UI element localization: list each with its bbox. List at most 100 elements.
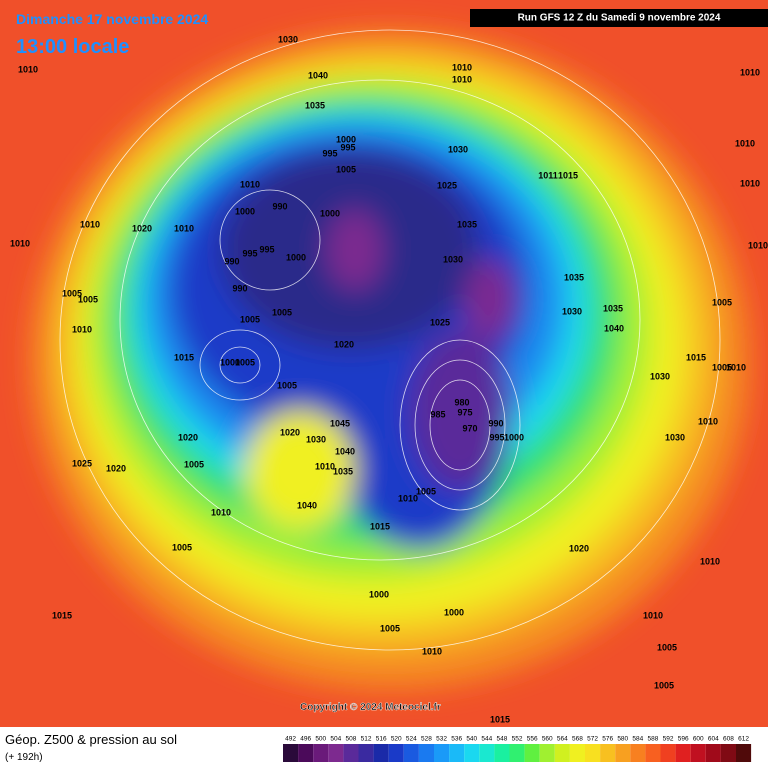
isobar-label: 1010: [72, 324, 92, 334]
isobar-label: 1035: [457, 219, 477, 229]
isobar-label: 1010: [240, 179, 260, 189]
scale-swatch: [509, 744, 525, 762]
geopotential-field: [30, 30, 750, 690]
scale-label: 504: [330, 736, 341, 743]
scale-swatch: [705, 744, 721, 762]
isobar-label: 1005: [712, 362, 732, 372]
scale-swatch: [569, 744, 585, 762]
isobar-label: 1030: [562, 306, 582, 316]
isobar-label: 1040: [335, 446, 355, 456]
isobar-label: 1010: [643, 610, 663, 620]
scale-swatch: [494, 744, 510, 762]
isobar-label: 1010: [10, 238, 30, 248]
isobar-label: 1010: [80, 219, 100, 229]
scale-label: 576: [602, 736, 613, 743]
isobar-label: 1030: [306, 434, 326, 444]
isobar-label: 1015: [490, 714, 510, 724]
scale-label: 572: [587, 736, 598, 743]
isobar-label: 995: [340, 142, 355, 152]
footer-lead: (+ 192h): [5, 752, 43, 763]
isobar-label: 1035: [333, 466, 353, 476]
isobar-label: 1010: [398, 493, 418, 503]
scale-swatch: [449, 744, 465, 762]
isobar-label: 1010: [726, 362, 746, 372]
scale-swatch: [403, 744, 419, 762]
scale-swatch: [675, 744, 691, 762]
run-box: [470, 9, 768, 27]
scale-swatch: [434, 744, 450, 762]
scale-label: 604: [708, 736, 719, 743]
scale-label: 528: [421, 736, 432, 743]
isobar-label: 1005: [654, 680, 674, 690]
isobar-label: 1005: [277, 380, 297, 390]
scale-swatch: [479, 744, 495, 762]
scale-label: 556: [527, 736, 538, 743]
scale-label: 544: [481, 736, 492, 743]
isobar-label: 1010: [735, 138, 755, 148]
isobar-label: 1000: [320, 208, 340, 218]
scale-swatch: [539, 744, 555, 762]
isobar-label: 1020: [178, 432, 198, 442]
isobar-labels: 1030101010401010101010351010101010009959…: [10, 34, 768, 724]
isobar-label: 1010: [422, 646, 442, 656]
isobar-label: 1005: [78, 294, 98, 304]
scale-label: 512: [361, 736, 372, 743]
isobar-label: 1005: [416, 486, 436, 496]
isobar-label: 975: [457, 407, 472, 417]
isobar-label: 995: [322, 148, 337, 158]
scale-label: 580: [617, 736, 628, 743]
scale-swatch: [388, 744, 404, 762]
isobar-label: 1005: [712, 297, 732, 307]
isobar-label: 1015: [686, 352, 706, 362]
scale-label: 608: [723, 736, 734, 743]
isobar-label: 985: [430, 409, 445, 419]
isobar-label: 1010: [174, 223, 194, 233]
isobar-label: 1035: [603, 303, 623, 313]
isobar-label: 990: [224, 256, 239, 266]
scale-label: 552: [512, 736, 523, 743]
isobar-label: 1010: [315, 461, 335, 471]
scale-label: 584: [632, 736, 643, 743]
scale-swatch: [736, 744, 752, 762]
isobar-label: 1000: [220, 357, 240, 367]
isobar-label: 1011: [538, 170, 558, 180]
isobar-label: 1020: [106, 463, 126, 473]
time: 13:00 locale: [16, 36, 129, 58]
scale-label: 524: [406, 736, 417, 743]
scale-swatch: [464, 744, 480, 762]
isobar-label: 1010: [698, 416, 718, 426]
scale-swatch: [645, 744, 661, 762]
scale-swatch: [418, 744, 434, 762]
isobar-label: 1005: [235, 357, 255, 367]
isobar-label: 1010: [740, 178, 760, 188]
isobar-label: 1025: [430, 317, 450, 327]
isobar-label: 1035: [564, 272, 584, 282]
scale-label: 588: [648, 736, 659, 743]
isobar-label: 1000: [369, 589, 389, 599]
scale-label: 548: [497, 736, 508, 743]
copyright: Copyright © 2024 Meteociel.fr: [300, 702, 441, 713]
isobar-label: 1030: [665, 432, 685, 442]
isobar-label: 990: [232, 283, 247, 293]
isobar-label: 1010: [452, 74, 472, 84]
scale-swatch: [630, 744, 646, 762]
isobar-label: 1005: [184, 459, 204, 469]
isobar-label: 1005: [657, 642, 677, 652]
scale-swatch: [600, 744, 616, 762]
isobar-label: 1020: [280, 427, 300, 437]
isobar-label: 1040: [308, 70, 328, 80]
isobar-label: 1045: [330, 418, 350, 428]
scale-label: 540: [466, 736, 477, 743]
isobar-label: 1010: [700, 556, 720, 566]
scale-swatch: [660, 744, 676, 762]
isobar-label: 980: [454, 397, 469, 407]
isobar-label: 1005: [380, 623, 400, 633]
isobar-label: 1030: [448, 144, 468, 154]
isobars: [59, 29, 721, 651]
isobar-label: 1015: [174, 352, 194, 362]
scale-label: 596: [678, 736, 689, 743]
isobar-label: 1015: [370, 521, 390, 531]
isobar-label: 1015: [52, 610, 72, 620]
scale-swatch: [358, 744, 374, 762]
